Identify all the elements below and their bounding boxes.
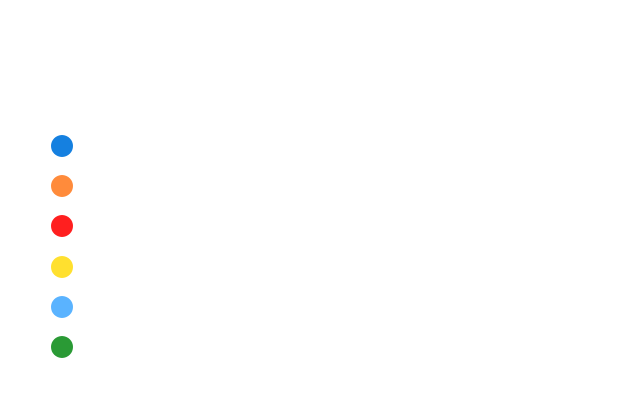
- color-swatch-orange[interactable]: [51, 175, 73, 198]
- color-swatch-list: [51, 135, 73, 358]
- color-swatch-blue[interactable]: [51, 135, 73, 157]
- color-swatch-red[interactable]: [51, 215, 73, 238]
- color-swatch-yellow[interactable]: [51, 255, 73, 278]
- color-swatch-light-blue[interactable]: [51, 295, 73, 318]
- color-swatch-green[interactable]: [51, 335, 73, 358]
